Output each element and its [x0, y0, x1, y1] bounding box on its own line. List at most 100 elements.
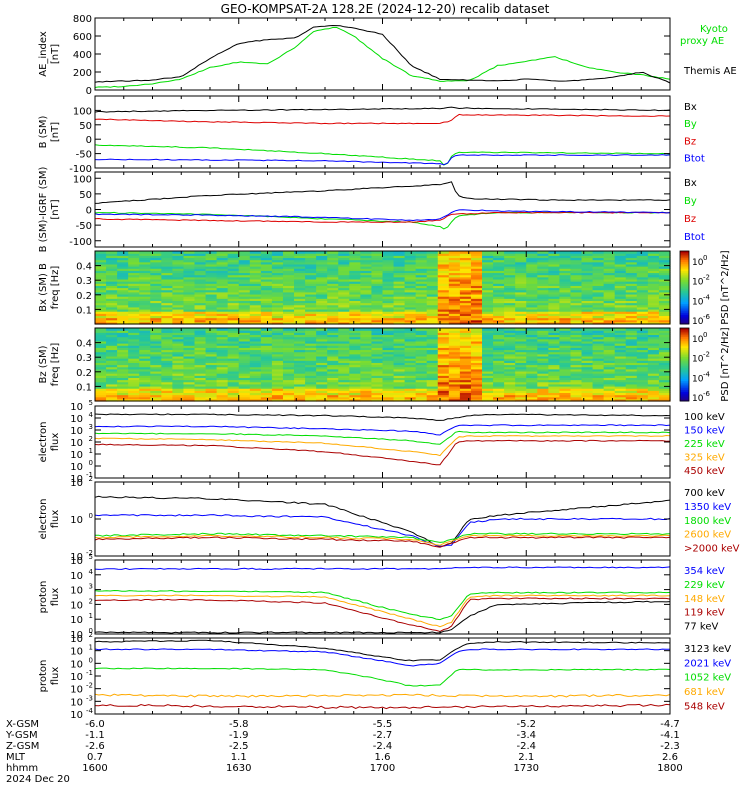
spectrogram-cell — [482, 281, 494, 284]
spectrogram-cell — [271, 306, 284, 310]
spectrogram-cell — [282, 343, 295, 346]
spectrogram-cell — [205, 355, 218, 359]
spectrogram-cell — [271, 343, 284, 346]
spectrogram-cell — [305, 259, 317, 263]
spectrogram-cell — [172, 340, 185, 344]
spectrogram-cell — [327, 251, 339, 254]
series-line-btot — [94, 209, 671, 222]
spectrogram-cell — [249, 300, 262, 304]
spectrogram-cell — [448, 364, 461, 368]
spectrogram-cell — [150, 272, 162, 276]
spectrogram-cell — [581, 347, 594, 351]
spectrogram-cell — [249, 375, 262, 378]
spectrogram-cell — [570, 272, 583, 276]
time-axis-row-label: hhmm — [6, 763, 38, 774]
spectrogram-cell — [548, 392, 561, 396]
spectrogram-cell — [106, 375, 118, 378]
spectrogram-cell — [647, 351, 660, 355]
spectrogram-cell — [194, 276, 207, 280]
spectrogram-cell — [294, 311, 306, 314]
spectrogram-cell — [205, 347, 218, 351]
spectrogram-cell — [493, 385, 505, 389]
y-axis-label: proton flux — [38, 660, 61, 693]
spectrogram-cell — [459, 343, 472, 346]
spectrogram-cell — [537, 330, 549, 333]
spectrogram-cell — [437, 302, 450, 306]
spectrogram-cell — [393, 268, 406, 271]
spectrogram-cell — [338, 328, 350, 331]
spectrogram-cell — [382, 360, 395, 363]
spectrogram-cell — [636, 385, 649, 389]
spectrogram-cell — [636, 347, 649, 351]
spectrogram-cell — [238, 270, 251, 274]
spectrogram-cell — [515, 261, 527, 265]
spectrogram-cell — [658, 298, 671, 301]
spectrogram-cell — [415, 300, 428, 304]
spectrogram-cell — [482, 353, 494, 357]
spectrogram-cell — [128, 302, 140, 306]
spectrogram-cell — [647, 398, 660, 402]
spectrogram-cell — [249, 392, 262, 396]
spectrogram-cell — [95, 268, 107, 271]
spectrogram-cell — [570, 300, 583, 304]
spectrogram-cell — [205, 313, 218, 317]
spectrogram-cell — [327, 289, 339, 293]
spectrogram-cell — [559, 398, 572, 402]
spectrogram-cell — [482, 285, 494, 289]
spectrogram-cell — [360, 368, 373, 372]
spectrogram-cell — [95, 398, 107, 402]
spectrogram-cell — [625, 370, 638, 374]
spectrogram-cell — [526, 385, 538, 389]
colorbar-step — [680, 316, 689, 320]
y-tick-label: 400 — [73, 50, 92, 61]
spectrogram-cell — [305, 392, 317, 396]
y-tick-exponent: 5 — [89, 399, 93, 407]
spectrogram-cell — [117, 379, 129, 383]
spectrogram-cell — [128, 308, 140, 312]
spectrogram-cell — [614, 368, 627, 372]
spectrogram-cell — [437, 360, 450, 363]
spectrogram-cell — [603, 278, 616, 282]
spectrogram-cell — [128, 347, 140, 351]
spectrogram-cell — [139, 259, 151, 263]
spectrogram-cell — [227, 302, 240, 306]
spectrogram-cell — [139, 362, 151, 366]
spectrogram-cell — [327, 370, 339, 374]
spectrogram-cell — [316, 302, 328, 306]
spectrogram-cell — [459, 293, 472, 297]
spectrogram-cell — [227, 353, 240, 357]
spectrogram-cell — [426, 311, 439, 314]
spectrogram-cell — [404, 289, 417, 293]
spectrogram-cell — [338, 332, 350, 336]
spectrogram-cell — [238, 373, 251, 376]
spectrogram-cell — [647, 377, 660, 381]
spectrogram-cell — [150, 355, 162, 359]
spectrogram-cell — [360, 366, 373, 370]
spectrogram-cell — [426, 349, 439, 353]
spectrogram-cell — [592, 330, 605, 333]
spectrogram-cell — [437, 272, 450, 276]
spectrogram-cell — [592, 358, 605, 361]
spectrogram-cell — [415, 257, 428, 261]
spectrogram-cell — [415, 293, 428, 297]
spectrogram-cell — [216, 392, 229, 396]
spectrogram-cell — [459, 381, 472, 385]
spectrogram-cell — [360, 355, 373, 359]
spectrogram-cell — [603, 306, 616, 310]
spectrogram-cell — [305, 330, 317, 333]
spectrogram-cell — [338, 268, 350, 271]
spectrogram-cell — [238, 289, 251, 293]
spectrogram-cell — [548, 396, 561, 400]
spectrogram-cell — [183, 308, 196, 312]
spectrogram-cell — [117, 306, 129, 310]
spectrogram-cell — [592, 257, 605, 261]
spectrogram-cell — [338, 291, 350, 295]
spectrogram-cell — [437, 330, 450, 333]
spectrogram-cell — [150, 375, 162, 378]
spectrogram-cell — [205, 366, 218, 370]
spectrogram-cell — [161, 347, 174, 351]
spectrogram-cell — [581, 358, 594, 361]
spectrogram-cell — [139, 392, 151, 396]
spectrogram-cell — [437, 349, 450, 353]
spectrogram-cell — [515, 394, 527, 398]
